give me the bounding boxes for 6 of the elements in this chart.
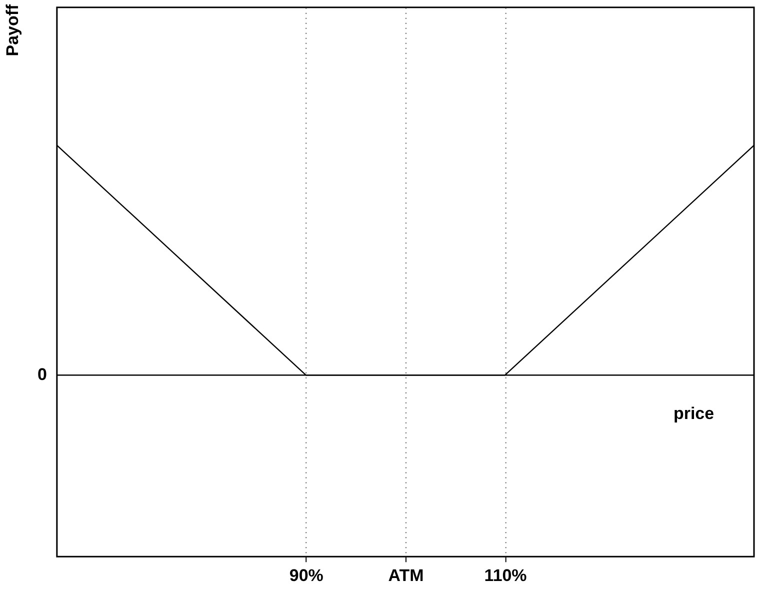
x-axis-title: price — [673, 404, 714, 423]
x-tick-label: 110% — [484, 566, 527, 586]
x-tick-label: 90% — [289, 566, 324, 586]
x-tick-label: ATM — [388, 566, 424, 586]
ref-line-label: 0 — [38, 365, 47, 384]
text: Payoff — [2, 4, 22, 56]
